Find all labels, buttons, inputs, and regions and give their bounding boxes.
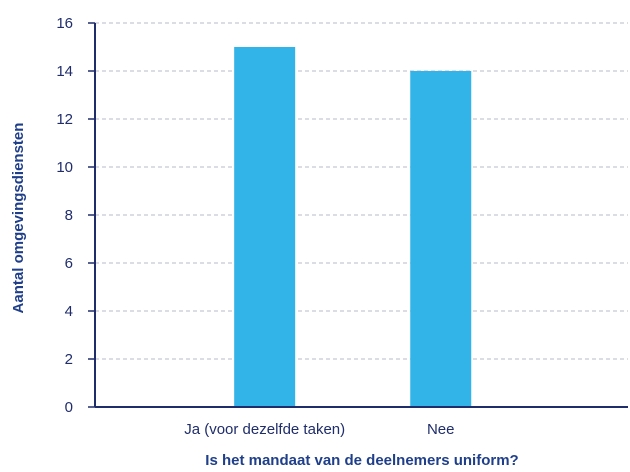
gridlines bbox=[95, 22, 628, 360]
y-tick-label: 14 bbox=[56, 63, 73, 80]
y-tick-label: 0 bbox=[65, 399, 73, 416]
y-tick-label: 4 bbox=[65, 303, 73, 320]
bar bbox=[234, 47, 296, 407]
x-tick-labels: Ja (voor dezelfde taken) Nee bbox=[184, 421, 454, 438]
bars bbox=[234, 47, 472, 407]
axes bbox=[88, 22, 628, 408]
x-tick-label: Ja (voor dezelfde taken) bbox=[184, 421, 345, 438]
y-axis-title: Aantal omgevingsdiensten bbox=[10, 123, 27, 314]
x-axis-title: Is het mandaat van de deelnemers uniform… bbox=[205, 452, 518, 469]
bar bbox=[410, 71, 472, 407]
y-tick-label: 8 bbox=[65, 207, 73, 224]
y-tick-label: 16 bbox=[56, 15, 73, 32]
y-tick-label: 10 bbox=[56, 159, 73, 176]
x-tick-label: Nee bbox=[427, 421, 455, 438]
y-tick-labels: 0 2 4 6 8 10 12 14 16 bbox=[56, 15, 73, 416]
y-tick-label: 2 bbox=[65, 351, 73, 368]
y-tick-label: 12 bbox=[56, 111, 73, 128]
y-tick-label: 6 bbox=[65, 255, 73, 272]
